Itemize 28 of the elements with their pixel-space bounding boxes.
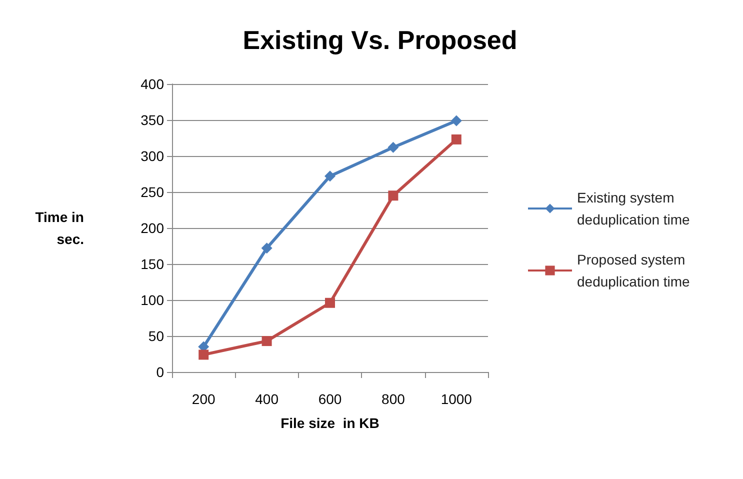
legend-label: Existing system deduplication time bbox=[577, 190, 690, 228]
y-tick-label: 400 bbox=[140, 76, 164, 92]
y-tick-label: 100 bbox=[140, 292, 164, 308]
y-tick-label: 350 bbox=[140, 112, 164, 128]
point bbox=[388, 142, 399, 153]
point bbox=[261, 242, 272, 254]
legend-label: Proposed system deduplication time bbox=[577, 252, 690, 290]
y-tick-label: 250 bbox=[140, 184, 164, 200]
y-tick-label: 300 bbox=[140, 148, 164, 164]
y-tick-label: 0 bbox=[156, 364, 164, 380]
point bbox=[451, 134, 462, 144]
point bbox=[450, 115, 462, 126]
x-axis-title: File size in KB bbox=[280, 415, 380, 431]
point bbox=[198, 350, 209, 360]
x-tick-label: 800 bbox=[382, 391, 406, 407]
x-tick-label: 1000 bbox=[440, 391, 472, 407]
point bbox=[262, 336, 272, 346]
point bbox=[325, 298, 335, 308]
chart-title: Existing Vs. Proposed bbox=[242, 25, 518, 55]
point bbox=[324, 170, 336, 182]
x-tick-label: 400 bbox=[255, 391, 279, 407]
y-axis-title: Time in sec. bbox=[35, 209, 84, 247]
x-tick-label: 200 bbox=[192, 391, 216, 407]
y-tick-label: 200 bbox=[140, 220, 164, 236]
point bbox=[388, 190, 398, 201]
x-tick-label: 600 bbox=[318, 391, 342, 407]
y-tick-label: 50 bbox=[148, 328, 164, 344]
y-tick-label: 150 bbox=[140, 256, 164, 272]
